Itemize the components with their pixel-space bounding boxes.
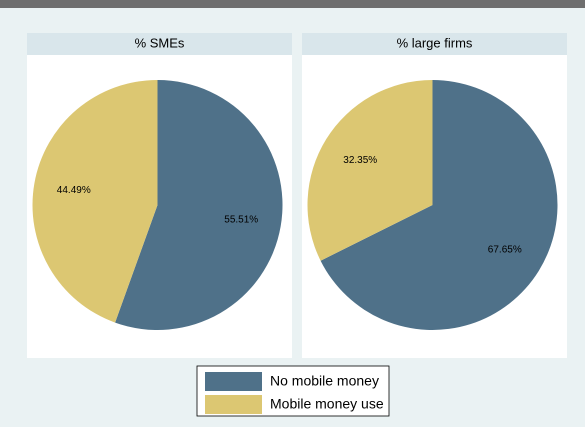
pie-slice [115,80,283,330]
panel-title: % large firms [397,35,473,50]
slice-label: 44.49% [57,185,91,196]
slice-label: 32.35% [343,155,377,166]
pie-slice [32,80,158,323]
legend-swatch [205,372,262,391]
panel-title: % SMEs [135,35,185,50]
top-bar [0,0,585,8]
panel-header [27,33,292,55]
slice-label: 67.65% [488,244,522,255]
pie-slice [307,80,433,261]
legend-label: No mobile money [270,373,379,389]
panel-header [302,33,567,55]
legend-label: Mobile money use [270,396,384,412]
slice-label: 55.51% [224,214,258,225]
legend-swatch [205,395,262,414]
pie-slice [320,80,558,331]
